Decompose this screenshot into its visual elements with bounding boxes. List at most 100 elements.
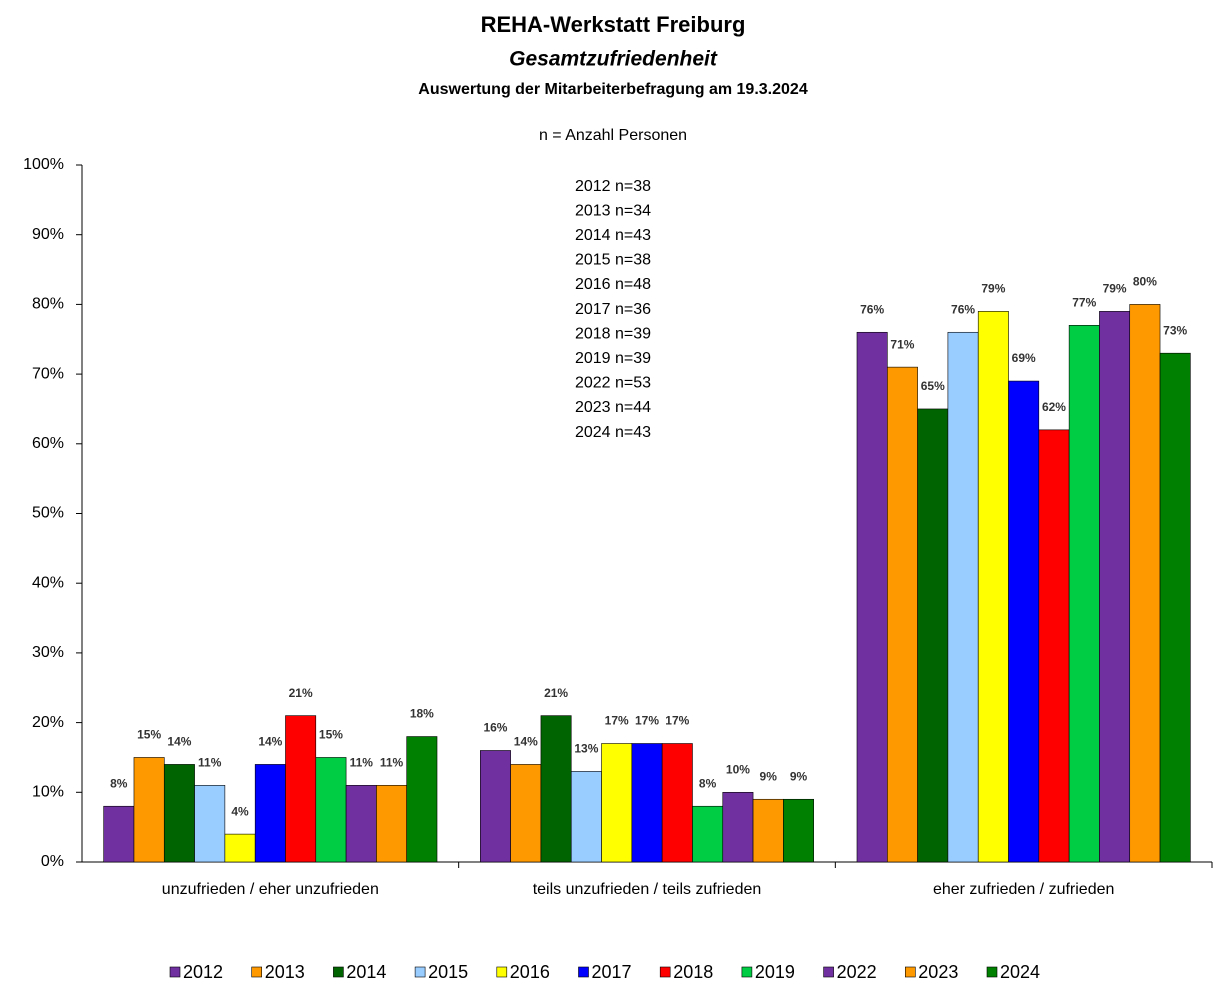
annotation: n = Anzahl Personen bbox=[539, 127, 687, 144]
value-label: 21% bbox=[544, 686, 568, 700]
value-label: 15% bbox=[137, 728, 161, 742]
value-label: 77% bbox=[1072, 295, 1096, 309]
value-label: 79% bbox=[981, 282, 1005, 296]
chart-subtitle: Gesamtzufriedenheit bbox=[509, 48, 718, 71]
y-tick-label: 100% bbox=[23, 156, 64, 173]
value-label: 17% bbox=[605, 714, 629, 728]
bar bbox=[783, 798, 814, 863]
annotation: 2014 n=43 bbox=[575, 227, 651, 244]
value-label: 69% bbox=[1012, 351, 1036, 365]
bar bbox=[570, 771, 602, 863]
value-label: 13% bbox=[574, 742, 598, 756]
bar bbox=[1129, 304, 1161, 863]
value-label: 18% bbox=[410, 707, 434, 721]
value-label: 10% bbox=[726, 762, 750, 776]
annotation: 2012 n=38 bbox=[575, 178, 651, 195]
bar bbox=[254, 764, 286, 863]
y-tick-label: 40% bbox=[32, 574, 64, 591]
value-label: 8% bbox=[110, 776, 128, 790]
bar bbox=[194, 785, 226, 863]
legend-swatch bbox=[169, 966, 181, 978]
value-label: 11% bbox=[198, 756, 222, 770]
bar bbox=[1068, 325, 1100, 863]
bar bbox=[631, 743, 663, 863]
annotation: 2023 n=44 bbox=[575, 399, 651, 416]
legend-label: 2016 bbox=[510, 962, 550, 982]
bar bbox=[947, 331, 979, 863]
x-tick-label: unzufrieden / eher unzufrieden bbox=[162, 881, 379, 898]
bar bbox=[752, 798, 784, 863]
x-tick-label: eher zufrieden / zufrieden bbox=[933, 881, 1114, 898]
legend-label: 2024 bbox=[1000, 962, 1040, 982]
bar bbox=[406, 736, 438, 863]
bar bbox=[1008, 380, 1040, 863]
value-label: 16% bbox=[483, 721, 507, 735]
bar bbox=[917, 408, 949, 863]
bar bbox=[977, 311, 1009, 863]
y-tick-label: 50% bbox=[32, 505, 64, 522]
legend-label: 2014 bbox=[346, 962, 386, 982]
bar bbox=[285, 715, 317, 863]
y-tick-label: 60% bbox=[32, 435, 64, 452]
bar bbox=[510, 764, 542, 863]
legend-swatch bbox=[251, 966, 262, 978]
value-label: 14% bbox=[258, 735, 282, 749]
value-label: 80% bbox=[1133, 275, 1157, 289]
annotation: 2016 n=48 bbox=[575, 276, 651, 293]
annotation: 2022 n=53 bbox=[575, 375, 651, 392]
value-label: 17% bbox=[665, 714, 689, 728]
bar bbox=[103, 805, 135, 863]
value-label: 11% bbox=[350, 756, 374, 770]
bar bbox=[722, 791, 754, 863]
legend-swatch bbox=[741, 966, 753, 978]
annotation: 2024 n=43 bbox=[575, 424, 651, 441]
value-label: 14% bbox=[514, 735, 538, 749]
legend-label: 2018 bbox=[673, 962, 713, 982]
legend-swatch bbox=[823, 966, 834, 978]
value-label: 71% bbox=[890, 337, 914, 351]
bar bbox=[661, 743, 693, 863]
value-label: 9% bbox=[790, 769, 808, 783]
annotation: 2013 n=34 bbox=[575, 202, 651, 219]
value-label: 14% bbox=[167, 735, 191, 749]
value-label: 79% bbox=[1103, 282, 1127, 296]
legend-label: 2023 bbox=[918, 962, 958, 982]
legend-label: 2019 bbox=[755, 962, 795, 982]
legend-swatch bbox=[333, 966, 344, 978]
value-label: 15% bbox=[319, 728, 343, 742]
bar bbox=[315, 757, 347, 863]
value-label: 4% bbox=[231, 804, 249, 818]
legend-swatch bbox=[904, 966, 916, 978]
legend-label: 2022 bbox=[837, 962, 877, 982]
value-label: 76% bbox=[951, 302, 975, 316]
legend-label: 2015 bbox=[428, 962, 468, 982]
y-tick-label: 70% bbox=[32, 365, 64, 382]
bar bbox=[601, 743, 633, 863]
bar bbox=[163, 764, 195, 863]
y-tick-label: 20% bbox=[32, 714, 64, 731]
legend-swatch bbox=[986, 966, 998, 978]
bar bbox=[1099, 311, 1131, 863]
value-label: 73% bbox=[1163, 323, 1187, 337]
y-tick-label: 90% bbox=[32, 226, 64, 243]
bar bbox=[856, 331, 888, 863]
annotation: 2019 n=39 bbox=[575, 350, 651, 367]
legend-swatch bbox=[659, 966, 671, 978]
bar bbox=[692, 805, 724, 863]
value-label: 21% bbox=[289, 686, 313, 700]
legend-swatch bbox=[414, 966, 426, 978]
annotation: 2017 n=36 bbox=[575, 301, 651, 318]
value-label: 65% bbox=[921, 379, 945, 393]
legend-label: 2012 bbox=[183, 962, 223, 982]
legend-swatch bbox=[578, 966, 589, 978]
y-tick-label: 10% bbox=[32, 784, 64, 801]
y-tick-label: 0% bbox=[41, 853, 64, 870]
value-label: 76% bbox=[860, 302, 884, 316]
bar bbox=[886, 366, 918, 863]
legend-label: 2017 bbox=[592, 962, 632, 982]
bar bbox=[1159, 352, 1191, 863]
value-label: 11% bbox=[380, 756, 404, 770]
bar bbox=[540, 715, 572, 863]
bar bbox=[376, 785, 408, 863]
